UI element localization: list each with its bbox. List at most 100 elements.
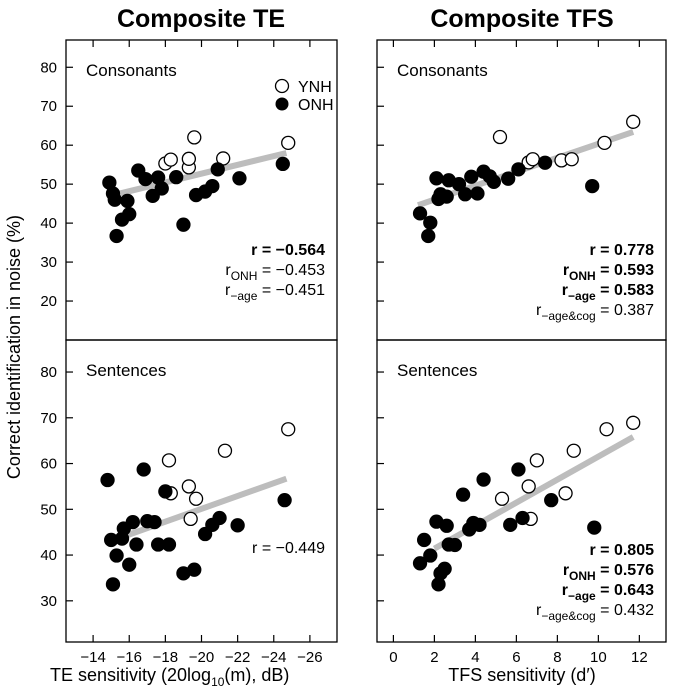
sentences-te-ytick-label: 50 [40, 501, 57, 518]
consonants-te-point-onh [169, 169, 184, 185]
sentences-tfs-frame [376, 339, 667, 643]
sentences-te-xtick-label: −18 [153, 649, 178, 666]
consonants-tfs-point-onh [439, 189, 454, 204]
consonants-te-point-onh [210, 162, 225, 177]
consonants-te-point-onh [138, 171, 153, 187]
consonants-tfs-point-onh [501, 171, 516, 186]
consonants-tfs-point-onh [470, 186, 485, 201]
sentences-te-point-ynh [181, 479, 197, 494]
consonants-tfs-point-onh [429, 171, 444, 186]
sentences-tfs-point-onh [447, 537, 463, 553]
legend-onh-label: ONH [298, 97, 334, 114]
sentences-tfs-point-onh [587, 520, 602, 535]
sentences-te-regression-line [115, 475, 288, 542]
sentences-tfs-point-onh [455, 487, 471, 502]
panel-consonants-te: 20 30 40 50 60 70 80 Consonants r = −0.564 rONH =… [40, 39, 338, 341]
sentences-te-point-onh [125, 514, 140, 530]
left-x-axis-label: TE sensitivity (20log10(m), dB) [50, 665, 289, 689]
consonants-te-stat: r = −0.564 [251, 242, 325, 259]
consonants-tfs-point-ynh [525, 152, 540, 167]
consonants-te-stat: r−age = −0.451 [225, 282, 325, 303]
sentences-te-point-onh [161, 537, 177, 552]
left-x-axis-label-tail: (m), dB) [224, 665, 289, 685]
consonants-tfs-point-onh [423, 215, 438, 230]
sentences-te-xtick-label: −26 [297, 649, 322, 666]
sentences-te-point-ynh [281, 422, 296, 437]
sentences-tfs-point-onh [416, 532, 432, 548]
sentences-tfs-point-ynh [521, 479, 536, 494]
left-x-axis-label-main: TE sensitivity (20log [50, 665, 211, 685]
sentences-te-stat: r = −0.449 [252, 540, 325, 557]
right-column-title: Composite TFS [430, 5, 613, 33]
consonants-te-point-onh [120, 193, 135, 209]
sentences-te-point-onh [230, 518, 245, 533]
sentences-te-ytick-label: 70 [40, 410, 57, 427]
consonants-tfs-title: Consonants [397, 61, 488, 80]
consonants-tfs-stat: r = 0.778 [589, 242, 654, 259]
sentences-te-xtick-label: −16 [117, 649, 142, 666]
sentences-te-point-onh [212, 510, 227, 526]
sentences-te-frame [65, 339, 338, 643]
consonants-tfs-point-onh [457, 187, 473, 202]
sentences-te-point-ynh [183, 511, 198, 527]
consonants-te-ytick-label: 40 [40, 215, 57, 232]
sentences-tfs-point-onh [423, 548, 438, 563]
consonants-te-point-ynh [181, 151, 197, 166]
consonants-te-ytick-label: 80 [40, 59, 57, 76]
sentences-tfs-point-ynh [566, 443, 581, 458]
consonants-te-ytick-label: 30 [40, 254, 57, 271]
consonants-te-ytick-label: 60 [40, 137, 57, 154]
panel-sentences-te: 30 40 50 60 70 80 −14 −16 −18 −20 −22 −24 −26 Sentenc… [40, 339, 338, 666]
sentences-tfs-xtick-label: 6 [512, 649, 520, 666]
sentences-te-ytick-label: 60 [40, 456, 57, 473]
consonants-te-point-onh [232, 171, 247, 186]
sentences-tfs-point-ynh [494, 491, 510, 506]
sentences-tfs-point-ynh [558, 486, 573, 501]
consonants-te-ytick-label: 20 [40, 293, 57, 310]
right-x-axis-label: TFS sensitivity (d′) [448, 665, 595, 685]
sentences-te-point-onh [109, 548, 124, 563]
consonants-tfs-point-onh [585, 178, 600, 194]
sentences-te-xtick-label: −20 [189, 649, 214, 666]
sentences-te-xtick-label: −14 [80, 649, 105, 666]
sentences-te-point-onh [129, 537, 144, 552]
sentences-te-point-ynh [161, 453, 177, 468]
sentences-tfs-stat: r = 0.805 [589, 542, 654, 559]
sentences-tfs-xtick-label: 0 [389, 649, 397, 666]
consonants-tfs-point-onh [537, 155, 553, 170]
sentences-tfs-point-onh [503, 517, 518, 533]
sentences-tfs-xtick-label: 4 [471, 649, 479, 666]
consonants-te-stat: rONH = −0.453 [225, 262, 325, 283]
consonants-tfs-point-ynh [564, 152, 579, 167]
sentences-te-point-onh [122, 557, 137, 572]
consonants-te-point-onh [176, 217, 191, 232]
consonants-te-point-onh [107, 192, 122, 207]
sentences-te-point-onh [187, 562, 202, 577]
consonants-te-ytick-label: 50 [40, 176, 57, 193]
consonants-tfs-point-onh [421, 228, 436, 244]
consonants-te-point-onh [122, 207, 137, 222]
sentences-te-ytick-label: 40 [40, 547, 57, 564]
legend-ynh-marker [274, 78, 290, 94]
consonants-te-point-onh [205, 178, 220, 194]
sentences-tfs-point-onh [476, 472, 491, 487]
sentences-tfs-point-onh [412, 556, 428, 571]
sentences-te-point-onh [277, 493, 292, 508]
sentences-tfs-point-ynh [599, 422, 614, 437]
sentences-tfs-point-ynh [529, 453, 545, 468]
consonants-te-point-onh [154, 181, 169, 196]
sentences-tfs-point-onh [511, 462, 526, 477]
sentences-te-point-onh [105, 577, 121, 592]
sentences-tfs-xtick-label: 12 [631, 649, 648, 666]
consonants-tfs-stat: rONH = 0.593 [563, 262, 654, 283]
sentences-tfs-stat: r−age&cog = 0.432 [536, 602, 654, 623]
sentences-te-point-onh [158, 484, 173, 499]
consonants-tfs-point-onh [486, 174, 501, 189]
consonants-te-point-onh [275, 156, 290, 172]
sentences-tfs-point-onh [439, 518, 454, 533]
sentences-tfs-stat: rONH = 0.576 [563, 562, 654, 583]
legend-ynh-label: YNH [298, 79, 332, 96]
consonants-te-title: Consonants [86, 61, 177, 80]
sentences-te-xtick-label: −22 [225, 649, 250, 666]
